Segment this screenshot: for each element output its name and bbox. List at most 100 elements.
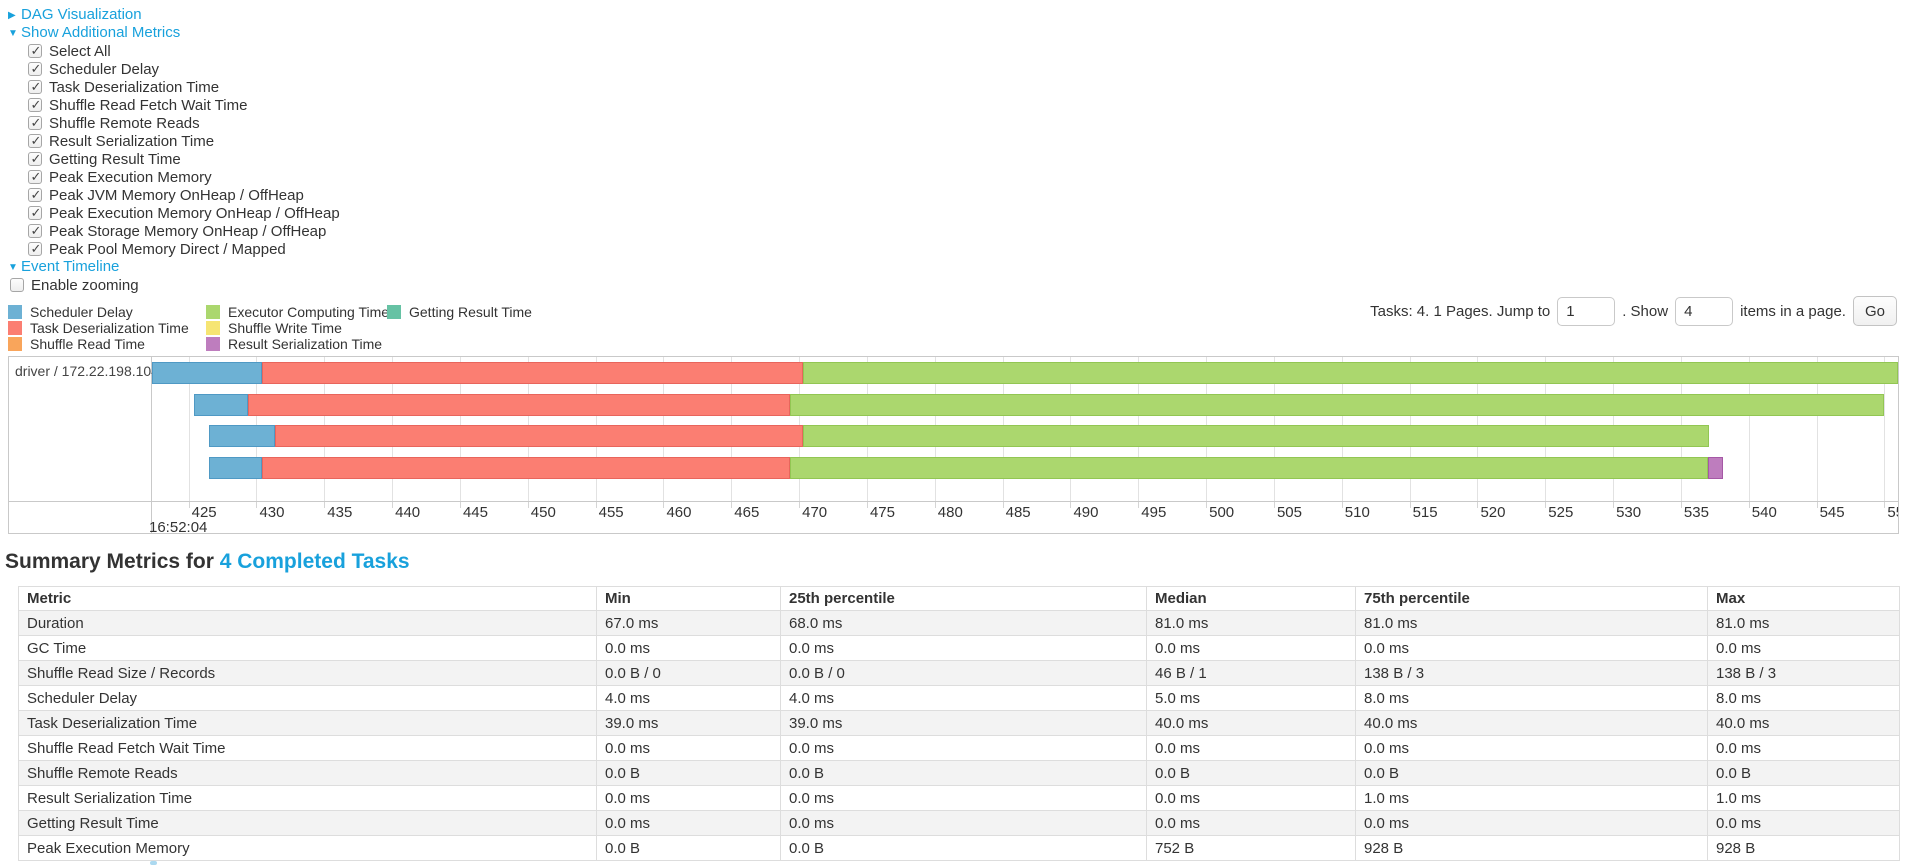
show-additional-metrics-toggle[interactable]: ▼ Show Additional Metrics <box>8 24 1907 42</box>
task-bar-segment-executor-computing[interactable] <box>789 457 1709 479</box>
metric-value-cell: 39.0 ms <box>780 710 1147 736</box>
legend-color-swatch <box>8 321 22 335</box>
dag-visualization-link[interactable]: DAG Visualization <box>21 6 142 23</box>
metric-value-cell: 1.0 ms <box>1707 785 1900 811</box>
axis-tick <box>1884 502 1886 508</box>
event-timeline-chart[interactable]: driver / 172.22.198.104 425 430 435 440 445 4… <box>8 356 1899 534</box>
metric-checkbox[interactable] <box>28 151 42 167</box>
metric-checkbox[interactable] <box>28 169 42 185</box>
completed-tasks-link[interactable]: 4 Completed Tasks <box>219 550 410 573</box>
metric-name-cell: Task Deserialization Time <box>18 710 597 736</box>
metric-checkbox[interactable] <box>28 205 42 221</box>
axis-tick <box>324 502 326 508</box>
dag-visualization-toggle[interactable]: ▶ DAG Visualization <box>8 6 1907 24</box>
go-button[interactable]: Go <box>1852 296 1897 326</box>
task-bar-segment-result-serialization[interactable] <box>1708 457 1723 479</box>
metric-value-cell: 8.0 ms <box>1355 685 1708 711</box>
event-timeline-link[interactable]: Event Timeline <box>21 258 120 275</box>
metric-checkbox[interactable] <box>28 115 42 131</box>
metric-value-cell: 0.0 ms <box>1355 810 1708 836</box>
metric-checkbox-row[interactable]: Getting Result Time <box>28 150 1907 168</box>
metric-checkbox-row[interactable]: Scheduler Delay <box>28 60 1907 78</box>
metric-value-cell: 0.0 ms <box>1146 785 1356 811</box>
axis-tick-label: 445 <box>462 504 488 521</box>
axis-tick <box>663 502 665 508</box>
task-bar-segment-task-deserialization[interactable] <box>275 425 804 447</box>
task-bar-segment-executor-computing[interactable] <box>803 425 1710 447</box>
task-bar-segment-task-deserialization[interactable] <box>248 394 790 416</box>
metric-value-cell: 752 B <box>1146 835 1356 861</box>
enable-zooming-label: Enable zooming <box>31 276 139 294</box>
task-bar-segment-scheduler-delay[interactable] <box>152 362 262 384</box>
caret-down-icon[interactable]: ▼ <box>8 262 18 273</box>
caret-down-icon[interactable]: ▼ <box>8 28 18 39</box>
legend-label: Shuffle Read Time <box>30 336 145 352</box>
table-column-header: Max <box>1707 586 1900 611</box>
axis-tick <box>1680 502 1682 508</box>
timeline-header: Scheduler Delay Task Deserialization Time… <box>8 296 1907 352</box>
metric-checkbox-row[interactable]: Shuffle Read Fetch Wait Time <box>28 96 1907 114</box>
metric-value-cell: 0.0 B <box>1146 760 1356 786</box>
metric-checkbox-label: Peak JVM Memory OnHeap / OffHeap <box>49 186 304 204</box>
metric-value-cell: 0.0 B <box>1355 760 1708 786</box>
metric-checkbox[interactable] <box>28 97 42 113</box>
jump-to-page-input[interactable] <box>1557 296 1616 326</box>
task-bar-segment-executor-computing[interactable] <box>789 394 1885 416</box>
metric-checkbox-label: Peak Pool Memory Direct / Mapped <box>49 240 286 258</box>
axis-tick <box>1748 502 1750 508</box>
axis-tick-label: 510 <box>1344 504 1370 521</box>
metric-checkbox[interactable] <box>28 61 42 77</box>
axis-tick <box>188 502 190 508</box>
metric-checkbox[interactable] <box>28 43 42 59</box>
timeline-legend: Scheduler Delay Task Deserialization Time… <box>8 304 532 352</box>
event-timeline-toggle[interactable]: ▼ Event Timeline <box>8 258 1907 276</box>
axis-tick <box>1477 502 1479 508</box>
metric-checkbox[interactable] <box>28 79 42 95</box>
metric-checkbox-row[interactable]: Select All <box>28 42 1907 60</box>
table-column-header: 25th percentile <box>780 586 1147 611</box>
legend-label: Getting Result Time <box>409 304 532 320</box>
legend-label: Executor Computing Time <box>228 304 390 320</box>
task-bar-segment-scheduler-delay[interactable] <box>194 394 249 416</box>
metric-checkbox-row[interactable]: Peak Storage Memory OnHeap / OffHeap <box>28 222 1907 240</box>
metric-value-cell: 0.0 ms <box>1707 735 1900 761</box>
metric-checkbox-row[interactable]: Peak Execution Memory OnHeap / OffHeap <box>28 204 1907 222</box>
metric-checkbox-row[interactable]: Peak Execution Memory <box>28 168 1907 186</box>
enable-zooming-checkbox-row[interactable]: Enable zooming <box>10 276 1907 294</box>
task-bar-segment-task-deserialization[interactable] <box>261 457 790 479</box>
task-bar-segment-scheduler-delay[interactable] <box>208 457 262 479</box>
enable-zooming-checkbox[interactable] <box>10 278 24 292</box>
metric-value-cell: 81.0 ms <box>1355 610 1708 636</box>
axis-tick-label: 495 <box>1141 504 1167 521</box>
metric-name-cell: Shuffle Read Fetch Wait Time <box>18 735 597 761</box>
metric-value-cell: 928 B <box>1707 835 1900 861</box>
metric-checkbox-row[interactable]: Peak Pool Memory Direct / Mapped <box>28 240 1907 258</box>
task-bar-segment-task-deserialization[interactable] <box>261 362 804 384</box>
timeline-axis-divider <box>9 501 1898 502</box>
legend-item: Getting Result Time <box>387 304 532 320</box>
caret-right-icon[interactable]: ▶ <box>8 10 16 21</box>
task-bar-segment-scheduler-delay[interactable] <box>208 425 276 447</box>
metric-value-cell: 0.0 ms <box>1707 635 1900 661</box>
metric-checkbox[interactable] <box>28 133 42 149</box>
metric-value-cell: 81.0 ms <box>1146 610 1356 636</box>
metric-checkbox-row[interactable]: Task Deserialization Time <box>28 78 1907 96</box>
metric-checkbox-row[interactable]: Result Serialization Time <box>28 132 1907 150</box>
metric-value-cell: 81.0 ms <box>1707 610 1900 636</box>
legend-column: Executor Computing Time Shuffle Write Tim… <box>206 304 390 352</box>
items-per-page-input[interactable] <box>1675 296 1734 326</box>
legend-column: Scheduler Delay Task Deserialization Time… <box>8 304 206 352</box>
metric-checkbox-row[interactable]: Shuffle Remote Reads <box>28 114 1907 132</box>
metric-value-cell: 0.0 ms <box>1355 635 1708 661</box>
items-in-page-text: items in a page. <box>1740 302 1846 320</box>
metric-checkbox[interactable] <box>28 187 42 203</box>
show-additional-metrics-link[interactable]: Show Additional Metrics <box>21 24 181 41</box>
metric-checkbox[interactable] <box>28 223 42 239</box>
table-column-header: Metric <box>18 586 597 611</box>
axis-tick <box>527 502 529 508</box>
metric-name-cell: Result Serialization Time <box>18 785 597 811</box>
metric-value-cell: 0.0 ms <box>1146 810 1356 836</box>
task-bar-segment-executor-computing[interactable] <box>803 362 1898 384</box>
metric-checkbox-row[interactable]: Peak JVM Memory OnHeap / OffHeap <box>28 186 1907 204</box>
metric-checkbox[interactable] <box>28 241 42 257</box>
